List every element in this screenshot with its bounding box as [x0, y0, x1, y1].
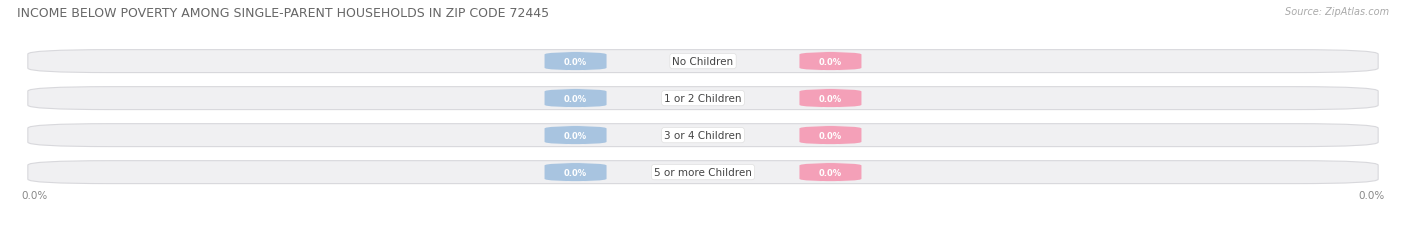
Text: 5 or more Children: 5 or more Children [654, 167, 752, 177]
Text: 1 or 2 Children: 1 or 2 Children [664, 94, 742, 104]
Text: 0.0%: 0.0% [564, 57, 588, 66]
FancyBboxPatch shape [28, 161, 1378, 184]
Text: 0.0%: 0.0% [818, 94, 842, 103]
FancyBboxPatch shape [544, 53, 606, 71]
Text: Source: ZipAtlas.com: Source: ZipAtlas.com [1285, 7, 1389, 17]
Text: 0.0%: 0.0% [564, 131, 588, 140]
Text: 0.0%: 0.0% [818, 57, 842, 66]
FancyBboxPatch shape [544, 89, 606, 108]
FancyBboxPatch shape [28, 124, 1378, 147]
FancyBboxPatch shape [544, 163, 606, 182]
Text: 3 or 4 Children: 3 or 4 Children [664, 131, 742, 140]
FancyBboxPatch shape [800, 126, 862, 145]
Text: 0.0%: 0.0% [818, 168, 842, 177]
FancyBboxPatch shape [28, 87, 1378, 110]
Text: 0.0%: 0.0% [564, 94, 588, 103]
FancyBboxPatch shape [800, 163, 862, 182]
FancyBboxPatch shape [800, 53, 862, 71]
Text: INCOME BELOW POVERTY AMONG SINGLE-PARENT HOUSEHOLDS IN ZIP CODE 72445: INCOME BELOW POVERTY AMONG SINGLE-PARENT… [17, 7, 548, 20]
FancyBboxPatch shape [544, 126, 606, 145]
Text: 0.0%: 0.0% [1358, 190, 1385, 200]
FancyBboxPatch shape [800, 89, 862, 108]
Text: 0.0%: 0.0% [564, 168, 588, 177]
FancyBboxPatch shape [28, 50, 1378, 73]
Text: 0.0%: 0.0% [21, 190, 48, 200]
Text: 0.0%: 0.0% [818, 131, 842, 140]
Text: No Children: No Children [672, 57, 734, 67]
